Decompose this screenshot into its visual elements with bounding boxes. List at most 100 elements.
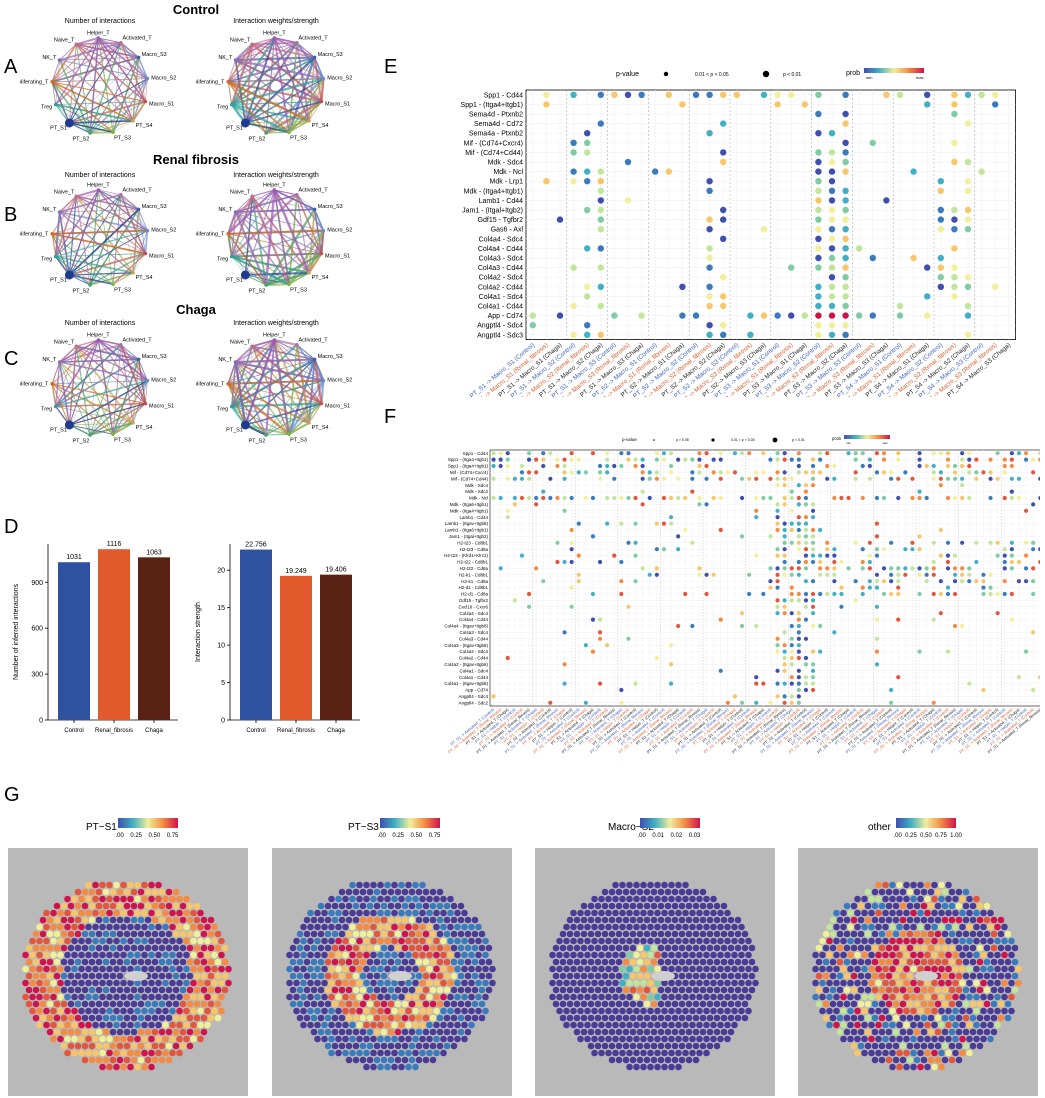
interaction-edge xyxy=(112,42,122,133)
spot xyxy=(120,881,127,889)
spot xyxy=(475,993,482,1001)
spot xyxy=(324,972,332,980)
dot xyxy=(810,527,816,533)
interaction-edge xyxy=(231,77,324,106)
spot xyxy=(317,958,325,966)
spot xyxy=(864,930,872,938)
spot xyxy=(436,958,444,966)
spot xyxy=(833,937,840,945)
spot xyxy=(457,930,465,938)
dot xyxy=(1002,547,1007,552)
spot xyxy=(584,937,591,945)
spot xyxy=(966,1007,973,1015)
bar xyxy=(138,557,170,720)
spot xyxy=(875,965,882,973)
spot xyxy=(1004,930,1012,938)
spot xyxy=(81,902,89,910)
spot xyxy=(955,888,963,896)
dot xyxy=(964,206,972,214)
spot xyxy=(896,909,903,917)
cell-node xyxy=(145,76,150,81)
spot xyxy=(952,979,959,987)
spot xyxy=(727,1000,735,1008)
dot xyxy=(624,197,632,204)
spot xyxy=(193,958,201,966)
spot xyxy=(137,1014,145,1022)
spot xyxy=(615,944,623,952)
dot xyxy=(938,611,943,616)
spot xyxy=(703,909,710,917)
spot xyxy=(155,937,162,945)
dot xyxy=(917,489,922,494)
spot xyxy=(966,1021,973,1029)
spot xyxy=(941,986,949,994)
interaction-edge xyxy=(76,194,121,197)
dot xyxy=(818,572,823,577)
bar-value-label: 1031 xyxy=(66,554,82,561)
cell-node-label: Proliferating_T xyxy=(196,79,225,85)
spot xyxy=(137,944,145,952)
spot xyxy=(668,937,675,945)
dot xyxy=(903,470,908,475)
spot xyxy=(22,993,29,1001)
spot xyxy=(671,888,679,896)
spot xyxy=(377,909,384,917)
spot xyxy=(46,986,54,994)
spot xyxy=(826,923,833,931)
spot xyxy=(741,930,749,938)
spot xyxy=(74,902,82,910)
spot xyxy=(186,986,194,994)
dot xyxy=(1038,457,1040,462)
dot xyxy=(828,302,836,310)
dot xyxy=(697,457,702,462)
dot xyxy=(491,451,496,456)
spot xyxy=(640,993,647,1001)
spot xyxy=(861,951,868,959)
dot xyxy=(711,495,716,501)
dot xyxy=(789,585,794,590)
spot xyxy=(717,993,724,1001)
spot xyxy=(197,1007,204,1015)
spot xyxy=(95,888,103,896)
spot xyxy=(391,1063,398,1071)
spot xyxy=(183,993,190,1001)
cell-node xyxy=(74,194,79,199)
spot xyxy=(608,958,616,966)
spot xyxy=(457,986,465,994)
spot xyxy=(577,937,584,945)
dot xyxy=(839,604,844,609)
spot xyxy=(889,979,896,987)
spot xyxy=(882,1021,889,1029)
spot xyxy=(485,986,493,994)
spot xyxy=(158,1028,166,1036)
spot xyxy=(692,944,700,952)
spot xyxy=(25,944,33,952)
spot xyxy=(654,909,661,917)
spot xyxy=(141,1007,148,1015)
spot xyxy=(408,958,416,966)
dot xyxy=(867,540,872,545)
dot xyxy=(842,120,849,127)
spot xyxy=(966,895,973,903)
spot xyxy=(95,1000,103,1008)
spot xyxy=(959,909,966,917)
dot xyxy=(832,559,837,565)
spot xyxy=(706,1014,714,1022)
spot xyxy=(408,986,416,994)
spot xyxy=(356,1021,363,1029)
spot xyxy=(190,965,197,973)
spot xyxy=(471,944,479,952)
dot xyxy=(718,495,723,501)
dot xyxy=(782,457,787,462)
spot xyxy=(906,1000,914,1008)
dot xyxy=(548,495,553,501)
spot xyxy=(85,1007,92,1015)
dot xyxy=(789,572,794,577)
spot xyxy=(436,986,444,994)
interaction-edge xyxy=(265,339,276,436)
row-label: Col4a2 - (Itgav+Itgb8) xyxy=(444,662,488,667)
spot xyxy=(570,937,577,945)
spot xyxy=(106,895,113,903)
spot xyxy=(137,1056,145,1064)
spot xyxy=(106,979,113,987)
